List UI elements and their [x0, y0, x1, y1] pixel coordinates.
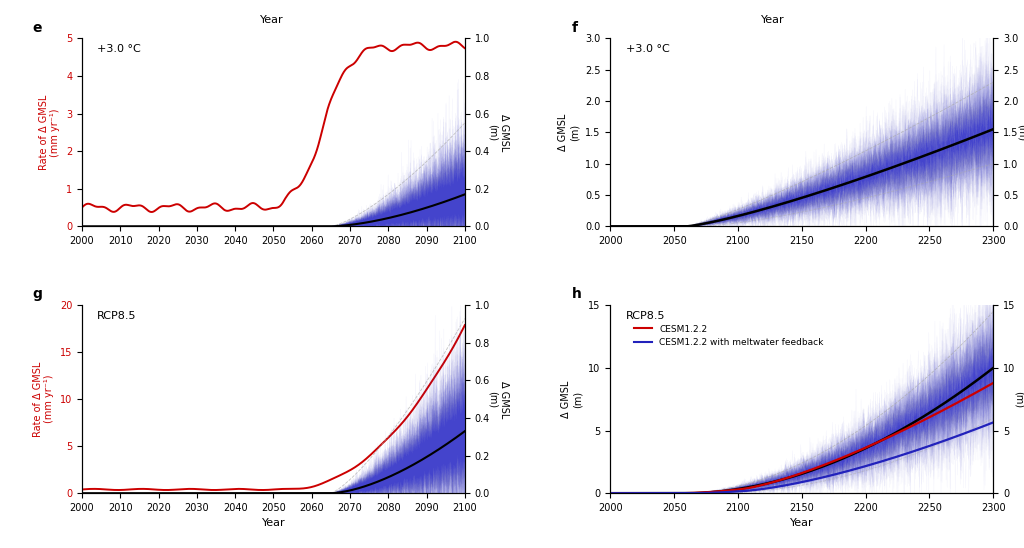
- Text: +3.0 °C: +3.0 °C: [97, 44, 141, 54]
- X-axis label: Year: Year: [790, 518, 814, 528]
- Y-axis label: Δ GMSL
(m): Δ GMSL (m): [1013, 380, 1024, 418]
- Y-axis label: Δ GMSL
(m): Δ GMSL (m): [558, 113, 580, 151]
- Y-axis label: Rate of Δ GMSL
(mm yr⁻¹): Rate of Δ GMSL (mm yr⁻¹): [39, 95, 60, 170]
- Text: g: g: [32, 288, 42, 301]
- Text: e: e: [32, 21, 42, 35]
- Text: +3.0 °C: +3.0 °C: [626, 44, 670, 54]
- Y-axis label: Δ GMSL
(m): Δ GMSL (m): [487, 380, 509, 418]
- Y-axis label: Δ GMSL
(m): Δ GMSL (m): [1017, 113, 1024, 151]
- Y-axis label: Δ GMSL
(m): Δ GMSL (m): [487, 113, 509, 151]
- Text: RCP8.5: RCP8.5: [626, 311, 666, 321]
- Text: Year: Year: [761, 15, 785, 25]
- Text: RCP8.5: RCP8.5: [97, 311, 137, 321]
- Y-axis label: Δ GMSL
(m): Δ GMSL (m): [561, 380, 583, 418]
- Legend: CESM1.2.2, CESM1.2.2 with meltwater feedback: CESM1.2.2, CESM1.2.2 with meltwater feed…: [630, 321, 827, 351]
- Text: f: f: [572, 21, 579, 35]
- X-axis label: Year: Year: [261, 518, 286, 528]
- Y-axis label: Rate of Δ GMSL
(mm yr⁻¹): Rate of Δ GMSL (mm yr⁻¹): [33, 362, 54, 437]
- Text: Year: Year: [259, 15, 284, 25]
- Text: h: h: [572, 288, 582, 301]
